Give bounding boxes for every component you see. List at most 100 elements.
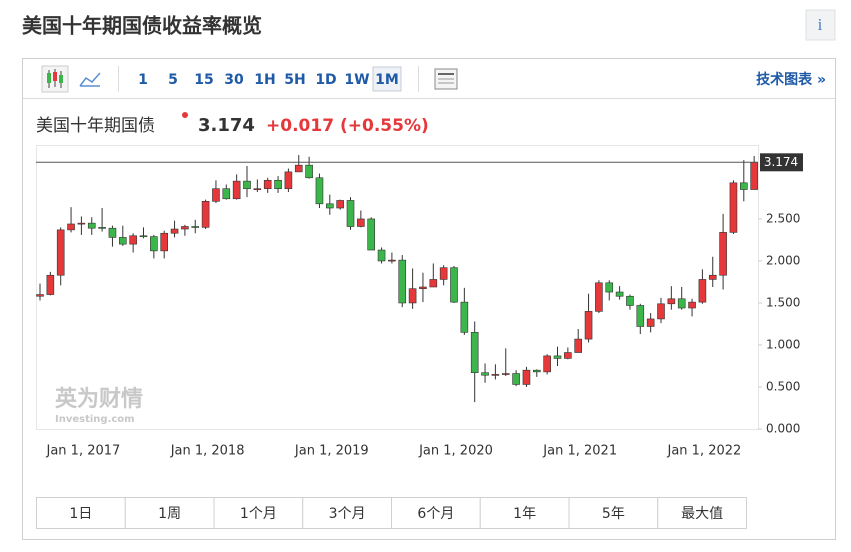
candle-body xyxy=(201,200,210,228)
candle-body xyxy=(667,298,676,305)
candle-body xyxy=(253,188,262,190)
interval-button[interactable]: 15 xyxy=(194,72,213,88)
candle-body xyxy=(232,180,241,200)
candle-body xyxy=(501,373,510,375)
range-button[interactable] xyxy=(568,497,659,529)
candle-body xyxy=(739,182,748,190)
candle-body xyxy=(191,226,200,228)
candle-body xyxy=(512,373,520,385)
last-price-label: 3.174 xyxy=(764,155,798,169)
watermark: Investing.com xyxy=(55,414,135,425)
candle-body xyxy=(212,188,220,202)
range-button[interactable] xyxy=(391,497,481,529)
candle-body xyxy=(408,288,417,304)
range-label[interactable]: 6个月 xyxy=(417,506,454,522)
candle-icon[interactable] xyxy=(41,65,69,93)
candle-body xyxy=(398,259,407,304)
candle-body xyxy=(698,279,707,303)
candle-body xyxy=(160,232,168,252)
tech-chart-link[interactable]: 技术图表 » xyxy=(756,71,826,88)
candle-body xyxy=(605,282,614,293)
candle-body xyxy=(626,295,634,306)
y-tick-label: 0.500 xyxy=(766,379,800,393)
candle-body xyxy=(553,355,562,359)
candle-body xyxy=(263,179,272,189)
candle-body xyxy=(367,218,376,251)
interval-button[interactable]: 1 xyxy=(138,72,148,88)
candle-body xyxy=(439,267,448,280)
candle-body xyxy=(325,203,334,209)
quote-change-pct: (+0.55%) xyxy=(340,116,429,136)
x-tick-label: Jan 1, 2017 xyxy=(46,444,121,459)
plot-frame xyxy=(36,145,759,430)
y-tick-label: 1.000 xyxy=(766,337,800,351)
candle-body xyxy=(56,229,65,276)
x-tick-label: Jan 1, 2020 xyxy=(418,444,493,459)
interval-button[interactable]: 1H xyxy=(254,72,275,88)
candle-body xyxy=(222,188,231,200)
candle-body xyxy=(574,338,583,353)
candle-body xyxy=(688,301,696,309)
info-button[interactable] xyxy=(805,9,836,41)
candle-body xyxy=(357,218,365,227)
watermark: 英为财情 xyxy=(55,386,143,412)
candle-body xyxy=(108,227,117,238)
candle-body xyxy=(481,372,489,376)
quote-name: 美国十年期国债 xyxy=(36,116,155,136)
x-tick-label: Jan 1, 2019 xyxy=(294,444,369,459)
candle-body xyxy=(139,235,148,238)
candle-body xyxy=(388,259,396,262)
range-label[interactable]: 1年 xyxy=(513,506,536,522)
range-label[interactable]: 1日 xyxy=(69,506,92,522)
candle-body xyxy=(491,374,500,376)
candle-body xyxy=(543,355,551,373)
range-button[interactable] xyxy=(213,497,304,529)
candle-body xyxy=(719,232,727,276)
candle-body xyxy=(657,303,665,320)
status-dot xyxy=(182,112,188,118)
range-label[interactable]: 5年 xyxy=(602,506,625,522)
candle-body xyxy=(305,164,313,179)
candle-body xyxy=(646,318,655,327)
range-label[interactable]: 3个月 xyxy=(329,506,366,522)
candle-body xyxy=(450,267,458,303)
candle-body xyxy=(429,279,438,288)
candle-body xyxy=(615,291,624,297)
candle-body xyxy=(77,222,86,225)
interval-selected[interactable] xyxy=(372,66,402,92)
page-title: 美国十年期国债收益率概览 xyxy=(22,14,262,38)
candle-body xyxy=(677,298,686,309)
candle-body xyxy=(377,249,386,262)
range-label[interactable]: 最大值 xyxy=(681,506,723,522)
range-label[interactable]: 1周 xyxy=(158,506,181,522)
candle-body xyxy=(243,180,251,189)
range-button[interactable] xyxy=(302,497,392,529)
candle-body xyxy=(470,332,479,374)
interval-button[interactable]: 5H xyxy=(284,72,305,88)
candle-body xyxy=(150,236,158,252)
interval-button[interactable]: 1W xyxy=(344,72,369,88)
candle-body xyxy=(98,227,106,229)
candle-body xyxy=(584,311,593,340)
interval-button[interactable]: 5 xyxy=(168,72,178,88)
range-button[interactable] xyxy=(657,497,747,529)
range-button[interactable] xyxy=(479,497,570,529)
quote-change: +0.017 xyxy=(266,116,334,136)
settings-icon[interactable] xyxy=(434,68,458,90)
candle-body xyxy=(36,294,44,297)
last-price-tag xyxy=(760,153,803,172)
range-button[interactable] xyxy=(124,497,215,529)
candle-body xyxy=(119,237,127,245)
candle-body xyxy=(346,200,355,227)
x-tick-label: Jan 1, 2018 xyxy=(170,444,245,459)
interval-button[interactable]: 30 xyxy=(224,72,244,88)
candle-body xyxy=(750,162,758,190)
widget-frame xyxy=(22,58,836,540)
candle-body xyxy=(315,177,324,205)
y-tick-label: 0.000 xyxy=(766,422,800,436)
interval-button[interactable]: 1D xyxy=(315,72,336,88)
range-label[interactable]: 1个月 xyxy=(240,506,277,522)
interval-button[interactable]: 1M xyxy=(375,72,399,88)
line-icon[interactable] xyxy=(79,72,101,87)
